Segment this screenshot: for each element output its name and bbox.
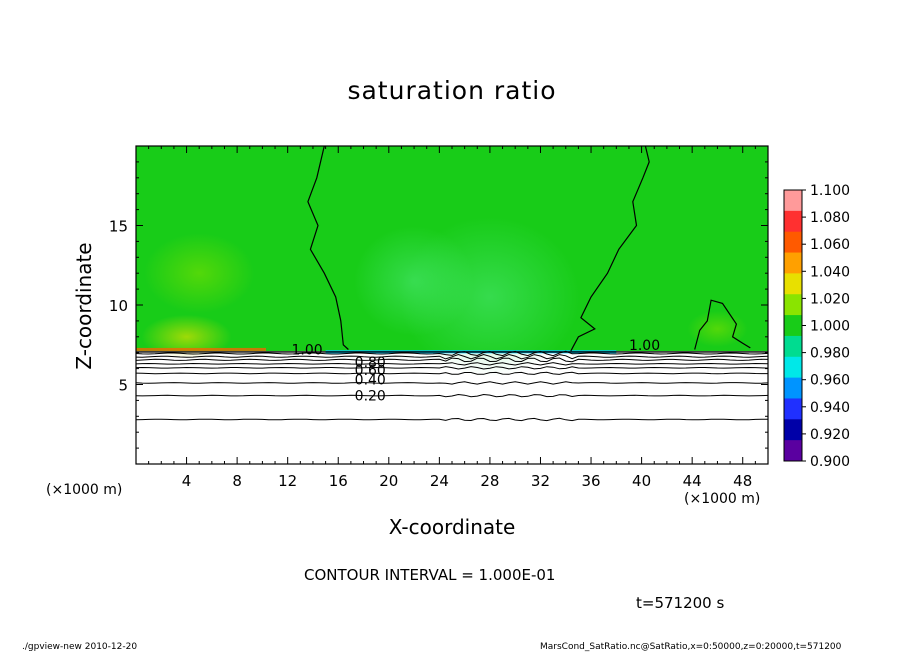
- x-tick-label: 40: [632, 472, 651, 490]
- colorbar-swatch: [784, 210, 802, 233]
- x-tick-label: 16: [329, 472, 348, 490]
- colorbar-swatch: [784, 252, 802, 274]
- x-tick-label: 28: [480, 472, 499, 490]
- colorbar-swatch: [784, 315, 802, 337]
- colorbar-swatch: [784, 356, 802, 379]
- contour-label: 0.80: [355, 355, 386, 371]
- x-tick-label: 20: [379, 472, 398, 490]
- x-unit-left: (×1000 m): [46, 482, 123, 498]
- heatmap-field: [136, 146, 768, 464]
- contour-line: [136, 350, 768, 357]
- colorbar-label: 1.080: [810, 210, 850, 226]
- colorbar-swatch: [784, 377, 802, 399]
- x-tick-label: 8: [232, 472, 242, 490]
- contour-labels: 1.00 1.00 0.800.600.400.20: [291, 338, 660, 405]
- x-tick-label: 44: [683, 472, 702, 490]
- colorbar-swatch: [784, 419, 802, 441]
- contour-label: 1.00: [629, 338, 660, 354]
- contour-line: [136, 381, 768, 385]
- contour-line-1.00: [307, 146, 349, 350]
- contour-line: [136, 393, 768, 398]
- field-lower: [136, 351, 768, 464]
- y-tick-label: 10: [109, 297, 128, 315]
- contour-label: 1.00: [291, 343, 322, 359]
- x-unit-right: (×1000 m): [684, 491, 761, 507]
- colorbar-swatch: [784, 190, 802, 212]
- contour-label: 0.20: [355, 389, 386, 405]
- x-tick-label: 32: [531, 472, 550, 490]
- field-blob: [354, 226, 475, 337]
- footer-left: ./gpview-new 2010-12-20: [22, 642, 138, 652]
- x-tick-label: 4: [182, 472, 192, 490]
- colorbar-label: 0.940: [810, 400, 850, 416]
- y-tick-label: 15: [109, 218, 128, 236]
- contour-interval-note: CONTOUR INTERVAL = 1.000E-01: [304, 566, 556, 584]
- colorbar-swatch: [784, 294, 802, 316]
- x-tick-label: 12: [278, 472, 297, 490]
- time-note: t=571200 s: [636, 594, 725, 612]
- contour-line-1.00: [694, 299, 751, 350]
- contour-line-1.00: [570, 146, 650, 352]
- footer-right: MarsCond_SatRatio.nc@SatRatio,x=0:50000,…: [540, 642, 842, 652]
- colorbar-label: 1.100: [810, 183, 850, 199]
- colorbar-label: 1.020: [810, 291, 850, 307]
- colorbar-swatch: [784, 273, 802, 295]
- contour-label: 0.40: [355, 373, 386, 389]
- colorbar-swatch: [784, 335, 802, 358]
- colorbar-label: 1.000: [810, 319, 850, 335]
- field-blob: [687, 310, 748, 347]
- field-blob: [141, 314, 232, 359]
- contour-line: [136, 371, 768, 375]
- x-tick-label: 48: [733, 472, 752, 490]
- colorbar-label: 0.960: [810, 373, 850, 389]
- chart-title: saturation ratio: [347, 76, 557, 105]
- x-tick-label: 24: [430, 472, 449, 490]
- colorbar-label: 0.980: [810, 346, 850, 362]
- contour-line: [136, 353, 768, 360]
- field-blob: [144, 233, 255, 314]
- contour-line: [136, 357, 768, 363]
- contour-line: [136, 366, 768, 370]
- colorbar-swatch: [784, 398, 802, 420]
- colorbar-label: 1.060: [810, 237, 850, 253]
- x-axis-label: X-coordinate: [0, 515, 904, 539]
- colorbar-swatch: [784, 231, 802, 254]
- contour-line: [136, 362, 768, 366]
- contour-label: 0.60: [355, 363, 386, 379]
- field-warm-band: [136, 347, 266, 351]
- x-axis-label-text: X-coordinate: [388, 515, 516, 539]
- contour-line: [136, 417, 768, 422]
- x-tick-label: 36: [581, 472, 600, 490]
- y-tick-label: 5: [118, 377, 128, 395]
- colorbar-label: 0.900: [810, 454, 850, 470]
- colorbar-label: 1.040: [810, 264, 850, 280]
- colorbar-label: 0.920: [810, 427, 850, 443]
- colorbar-swatch: [784, 440, 802, 462]
- colorbar: 1.100 1.080 1.060 1.040 1.020 1.000 0.980 0.960…: [783, 183, 850, 470]
- contour-lines: [136, 146, 768, 422]
